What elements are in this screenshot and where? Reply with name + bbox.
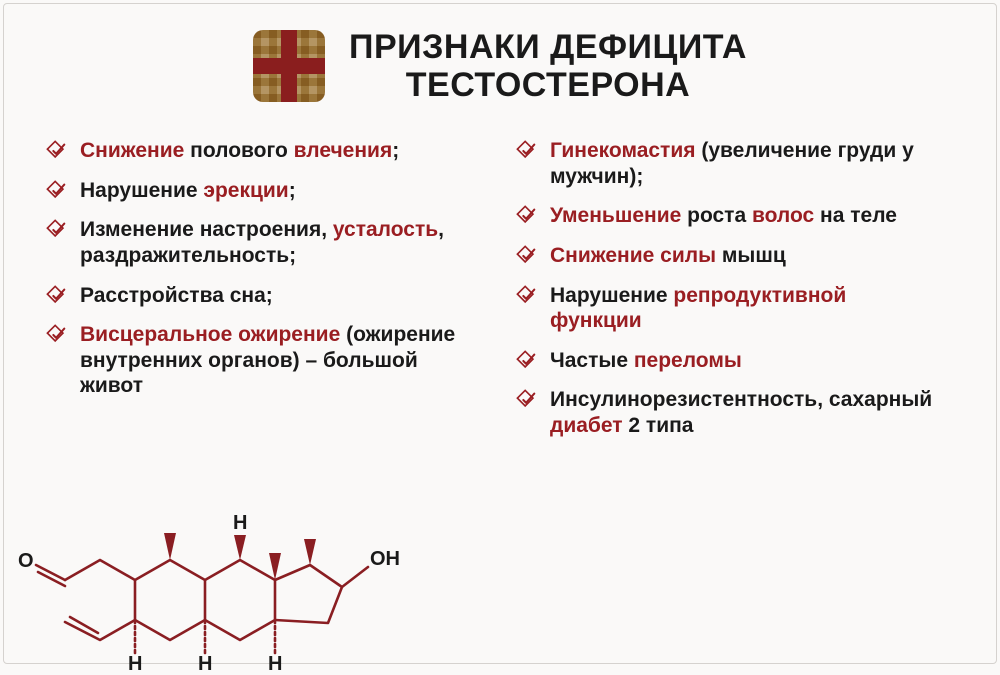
title-line-2: ТЕСТОСТЕРОНА	[349, 66, 747, 104]
checkmark-icon	[516, 140, 538, 162]
list-item-text: Гинекомастия (увеличение груди у мужчин)…	[550, 138, 942, 189]
list-item-text: Расстройства сна;	[80, 283, 273, 309]
list-item: Висцеральное ожирение (ожирение внутренн…	[46, 322, 472, 399]
list-item: Нарушение репродуктивной функции	[516, 283, 942, 334]
title-line-1: ПРИЗНАКИ ДЕФИЦИТА	[349, 28, 747, 66]
list-item: Расстройства сна;	[46, 283, 472, 309]
logo-icon	[253, 30, 325, 102]
label-H2: H	[128, 653, 142, 675]
list-item-text: Изменение настроения, усталость, раздраж…	[80, 217, 472, 268]
list-item-text: Снижение полового влечения;	[80, 138, 399, 164]
content-columns: Снижение полового влечения; Нарушение эр…	[0, 138, 1000, 452]
list-item: Инсулинорезистентность, сахарный диабет …	[516, 387, 942, 438]
list-item-text: Снижение силы мышц	[550, 243, 786, 269]
list-item: Гинекомастия (увеличение груди у мужчин)…	[516, 138, 942, 189]
left-column: Снижение полового влечения; Нарушение эр…	[46, 138, 472, 452]
checkmark-icon	[46, 219, 68, 241]
checkmark-icon	[516, 205, 538, 227]
list-item: Уменьшение роста волос на теле	[516, 203, 942, 229]
list-item: Нарушение эрекции;	[46, 178, 472, 204]
list-item-text: Нарушение репродуктивной функции	[550, 283, 942, 334]
page-title: ПРИЗНАКИ ДЕФИЦИТА ТЕСТОСТЕРОНА	[349, 28, 747, 104]
checkmark-icon	[516, 285, 538, 307]
checkmark-icon	[46, 180, 68, 202]
label-OH: OH	[370, 548, 400, 570]
checkmark-icon	[46, 140, 68, 162]
list-item: Частые переломы	[516, 348, 942, 374]
label-H4: H	[268, 653, 282, 675]
label-H3: H	[198, 653, 212, 675]
list-item: Снижение полового влечения;	[46, 138, 472, 164]
list-item: Изменение настроения, усталость, раздраж…	[46, 217, 472, 268]
molecule-diagram: O OH H H H H	[10, 465, 430, 675]
list-item-text: Нарушение эрекции;	[80, 178, 296, 204]
checkmark-icon	[516, 350, 538, 372]
header: ПРИЗНАКИ ДЕФИЦИТА ТЕСТОСТЕРОНА	[0, 0, 1000, 104]
checkmark-icon	[516, 245, 538, 267]
list-item-text: Висцеральное ожирение (ожирение внутренн…	[80, 322, 472, 399]
checkmark-icon	[516, 389, 538, 411]
label-H1: H	[233, 512, 247, 534]
list-item-text: Частые переломы	[550, 348, 742, 374]
right-column: Гинекомастия (увеличение груди у мужчин)…	[516, 138, 942, 452]
list-item: Снижение силы мышц	[516, 243, 942, 269]
list-item-text: Инсулинорезистентность, сахарный диабет …	[550, 387, 942, 438]
list-item-text: Уменьшение роста волос на теле	[550, 203, 897, 229]
label-O: O	[18, 550, 34, 572]
checkmark-icon	[46, 324, 68, 346]
checkmark-icon	[46, 285, 68, 307]
